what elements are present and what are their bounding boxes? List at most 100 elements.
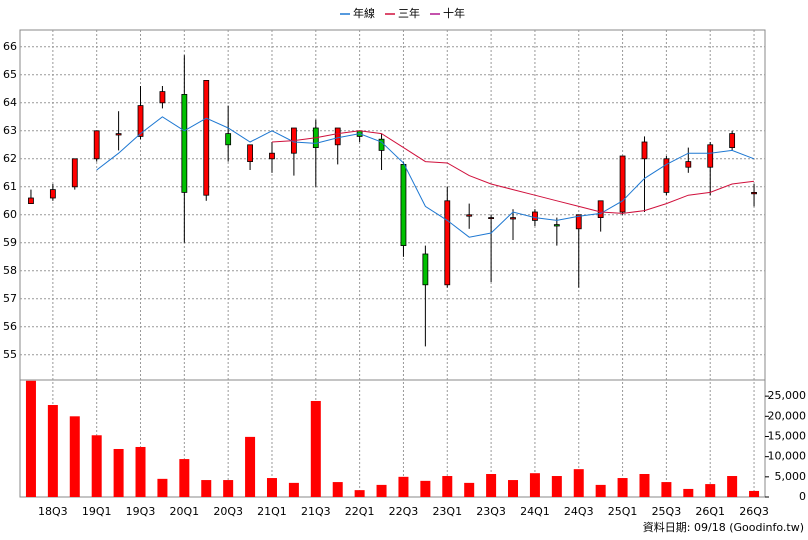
volume-bar	[683, 488, 694, 497]
y2-tick-label: 25,000	[768, 389, 807, 402]
x-tick-label: 23Q3	[476, 505, 506, 518]
y-tick-label: 59	[3, 236, 17, 249]
candle-body	[575, 214, 582, 230]
candle-body	[159, 91, 166, 104]
volume-bar	[179, 459, 190, 497]
volume-bar	[310, 400, 321, 497]
candle-body	[115, 133, 122, 136]
volume-bar	[288, 482, 299, 497]
x-tick-label: 22Q1	[345, 505, 375, 518]
y-tick-label: 63	[3, 124, 17, 137]
x-tick-label: 21Q3	[301, 505, 331, 518]
candle-body	[225, 133, 232, 146]
candle-body	[444, 200, 451, 286]
plot-frame	[19, 29, 766, 498]
candle-body	[707, 144, 714, 168]
candle-body	[641, 141, 648, 160]
candle-body	[49, 189, 56, 199]
candle-body	[619, 155, 626, 213]
ma-line	[271, 130, 755, 214]
candle-body	[422, 253, 429, 286]
candle-body	[269, 152, 275, 160]
volume-bar	[595, 484, 606, 497]
volume-bar	[573, 469, 584, 497]
y-tick-label: 58	[3, 264, 17, 277]
volume-bar	[749, 490, 760, 497]
candle-body	[729, 133, 736, 149]
x-tick-label: 22Q3	[389, 505, 419, 518]
volume-bar	[617, 478, 628, 497]
volume-bar	[705, 484, 716, 497]
x-tick-label: 20Q1	[170, 505, 200, 518]
volume-bar	[25, 380, 36, 497]
volume-bar	[332, 482, 343, 497]
y-tick-label: 56	[3, 320, 17, 333]
x-tick-label: 19Q3	[126, 505, 156, 518]
candle-body	[532, 211, 538, 221]
y2-tick-label: 15,000	[768, 429, 807, 442]
volume-bar	[727, 476, 738, 497]
volume-bar	[442, 476, 453, 497]
x-tick-label: 24Q1	[520, 505, 550, 518]
volume-bar	[486, 474, 497, 497]
volume-bar	[113, 448, 124, 497]
y-tick-label: 55	[3, 348, 17, 361]
x-tick-label: 24Q3	[564, 505, 594, 518]
y-tick-label: 60	[3, 208, 17, 221]
y-tick-label: 57	[3, 292, 17, 305]
x-tick-label: 20Q3	[213, 505, 243, 518]
candle-body	[334, 127, 341, 146]
volume-bar	[135, 446, 146, 497]
volume-bar	[508, 480, 519, 497]
x-tick-label: 26Q3	[739, 505, 769, 518]
candle-body	[137, 105, 144, 137]
volume-bar	[201, 480, 212, 497]
candle-body	[203, 80, 210, 196]
volume-bar	[529, 473, 540, 497]
y-tick-label: 65	[3, 68, 17, 81]
volume-bar	[69, 416, 80, 497]
x-tick-label: 26Q1	[695, 505, 725, 518]
y-tick-label: 61	[3, 180, 17, 193]
y2-tick-label: 10,000	[768, 450, 807, 463]
volume-bar	[661, 482, 672, 497]
volume-bar	[376, 484, 387, 497]
legend-label: 三年	[398, 6, 420, 20]
x-tick-label: 18Q3	[38, 505, 68, 518]
y2-tick-label: 20,000	[768, 409, 807, 422]
candle-body	[28, 197, 34, 204]
volume-bar	[47, 405, 58, 497]
volume-bar	[157, 478, 168, 497]
candle-body	[71, 158, 78, 188]
candle-body	[685, 161, 692, 168]
source-note: 資料日期: 09/18 (Goodinfo.tw)	[643, 520, 804, 534]
y-tick-label: 66	[3, 40, 17, 53]
candle-body	[663, 158, 670, 193]
y2-tick-label: 5,000	[775, 470, 807, 483]
x-tick-label: 23Q1	[432, 505, 462, 518]
volume-bar	[354, 490, 365, 497]
volume-bar	[91, 435, 102, 497]
x-tick-label: 19Q1	[82, 505, 112, 518]
candle-body	[597, 200, 604, 219]
candle-body	[510, 217, 516, 220]
y-tick-label: 62	[3, 152, 17, 165]
candle-body	[466, 214, 473, 217]
x-tick-label: 25Q3	[652, 505, 682, 518]
volume-bar	[398, 476, 409, 497]
volume-bar	[464, 482, 475, 497]
ma-line	[96, 116, 755, 238]
candle-body	[400, 163, 407, 246]
candle-body	[553, 224, 560, 227]
volume-bar	[551, 476, 562, 497]
y2-tick-label: 0	[799, 490, 806, 503]
candle-body	[93, 130, 100, 160]
volume-bar	[639, 474, 650, 497]
y-tick-label: 64	[3, 96, 17, 109]
x-tick-label: 25Q1	[608, 505, 638, 518]
volume-bar	[223, 480, 234, 497]
volume-bar	[266, 478, 277, 497]
volume-bar	[420, 480, 431, 497]
x-tick-label: 21Q1	[257, 505, 287, 518]
candle-body	[181, 94, 188, 193]
